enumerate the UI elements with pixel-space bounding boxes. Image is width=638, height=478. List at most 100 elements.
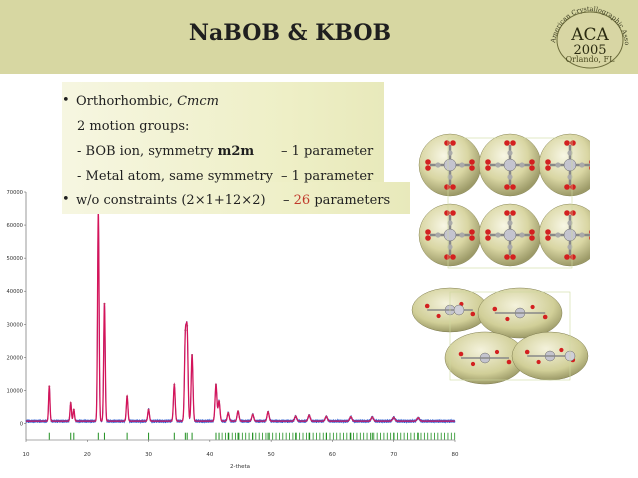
- oxygen-atom: [510, 184, 516, 190]
- oxygen-atom: [485, 165, 491, 171]
- carbon-atom: [435, 162, 441, 168]
- oxygen-atom: [564, 140, 570, 146]
- x-tick-labels: 10 20 30 40 50 60 70 80: [23, 452, 459, 458]
- carbon-atom: [495, 162, 501, 168]
- y-tick-label: 50000: [6, 256, 23, 262]
- reflection-ticks: [48, 432, 456, 440]
- boron-atom: [503, 158, 517, 172]
- boron-atom: [503, 228, 517, 242]
- carbon-atom: [447, 174, 453, 180]
- y-tick-label: 30000: [6, 322, 23, 328]
- observed-point: [349, 415, 352, 418]
- oxygen-atom: [529, 159, 535, 165]
- logo-city: Orlando, FL: [565, 55, 615, 64]
- observed-point: [227, 411, 230, 414]
- oxygen-atom: [545, 229, 551, 235]
- oxygen-atom: [589, 236, 590, 240]
- oxygen-atom: [469, 235, 475, 241]
- oxygen-atom: [570, 184, 576, 190]
- oxygen-atom: [545, 159, 551, 165]
- oxygen-atom: [529, 235, 535, 241]
- metal-atom: [453, 304, 465, 316]
- oxygen-atom: [570, 210, 576, 216]
- oxygen-atom: [504, 140, 510, 146]
- x-tick-label: 50: [268, 452, 275, 458]
- observed-point: [184, 329, 187, 332]
- carbon-atom: [447, 150, 453, 156]
- carbon-atom: [435, 232, 441, 238]
- y-tick-label: 0: [20, 421, 23, 427]
- parameter-count: 26: [293, 193, 311, 208]
- observed-point: [126, 395, 129, 398]
- bullet-marker: •: [62, 93, 70, 108]
- logo-year: 2005: [573, 43, 606, 58]
- oxygen-atom: [564, 254, 570, 260]
- oxygen-atom: [545, 165, 551, 171]
- carbon-atom: [567, 220, 573, 226]
- observed-point: [237, 410, 240, 413]
- bob-ion-spheres: [418, 133, 590, 267]
- observed-point: [48, 385, 51, 388]
- oxygen-atom: [485, 159, 491, 165]
- powder-diffraction-chart: 0 10000 20000 30000 40000 50000 60000 70000 10 2…: [6, 190, 459, 470]
- carbon-atom: [567, 174, 573, 180]
- carbon-atom: [507, 150, 513, 156]
- oxygen-atom: [559, 347, 564, 353]
- bullet-marker: •: [62, 192, 70, 207]
- oxygen-atom: [450, 184, 456, 190]
- observed-point: [417, 416, 420, 419]
- oxygen-atom: [529, 165, 535, 171]
- oxygen-atom: [450, 210, 456, 216]
- y-tick-label: 10000: [6, 388, 23, 394]
- oxygen-atom: [504, 254, 510, 260]
- oxygen-atom: [505, 316, 510, 322]
- oxygen-atom: [510, 254, 516, 260]
- observed-point: [392, 416, 395, 419]
- y-tick-label: 20000: [6, 355, 23, 361]
- oxygen-atom: [545, 235, 551, 241]
- oxygen-atom: [444, 140, 450, 146]
- observed-point: [214, 383, 217, 386]
- calculated-pattern: [26, 212, 455, 422]
- oxygen-atom: [469, 159, 475, 165]
- oxygen-atom: [425, 235, 431, 241]
- oxygen-atom: [542, 314, 548, 320]
- slide-title: NaBOB & KBOB: [188, 20, 392, 46]
- bullet-crystal-system: Orthorhombic, Cmcm: [76, 94, 219, 109]
- x-tick-label: 40: [206, 452, 213, 458]
- bob-ion-line: - BOB ion, symmetry m2m: [77, 144, 255, 159]
- carbon-atom: [447, 244, 453, 250]
- oxygen-atom: [444, 184, 450, 190]
- carbon-atom: [519, 162, 525, 168]
- oxygen-atom: [506, 359, 512, 365]
- observed-point: [186, 324, 189, 327]
- oxygen-atom: [530, 304, 535, 310]
- oxygen-atom: [469, 165, 475, 171]
- oxygen-atom: [492, 306, 498, 312]
- oxygen-atom: [589, 166, 590, 170]
- oxygen-atom: [510, 140, 516, 146]
- boron-atom: [443, 158, 457, 172]
- oxygen-atom: [485, 235, 491, 241]
- observed-point: [325, 415, 328, 418]
- oxygen-atom: [589, 230, 590, 234]
- x-tick-label: 10: [23, 452, 30, 458]
- oxygen-atom: [424, 303, 430, 309]
- oxygen-atom: [504, 210, 510, 216]
- observed-point: [294, 415, 297, 418]
- x-tick-label: 80: [452, 452, 459, 458]
- bullet-constraints: w/o constraints (2×1+12×2): [76, 193, 266, 208]
- observed-point: [72, 408, 75, 411]
- carbon-atom: [555, 232, 561, 238]
- boron-atom: [563, 228, 577, 242]
- carbon-atom: [459, 162, 465, 168]
- oxygen-atom: [494, 349, 500, 355]
- carbon-atom: [579, 232, 585, 238]
- chart-axes: [24, 191, 456, 442]
- y-tick-label: 70000: [6, 190, 23, 196]
- y-tick-labels: 0 10000 20000 30000 40000 50000 60000 70000: [6, 190, 23, 427]
- observed-point: [267, 410, 270, 413]
- oxygen-atom: [470, 311, 476, 317]
- oxygen-atom: [536, 359, 541, 365]
- x-tick-label: 70: [390, 452, 397, 458]
